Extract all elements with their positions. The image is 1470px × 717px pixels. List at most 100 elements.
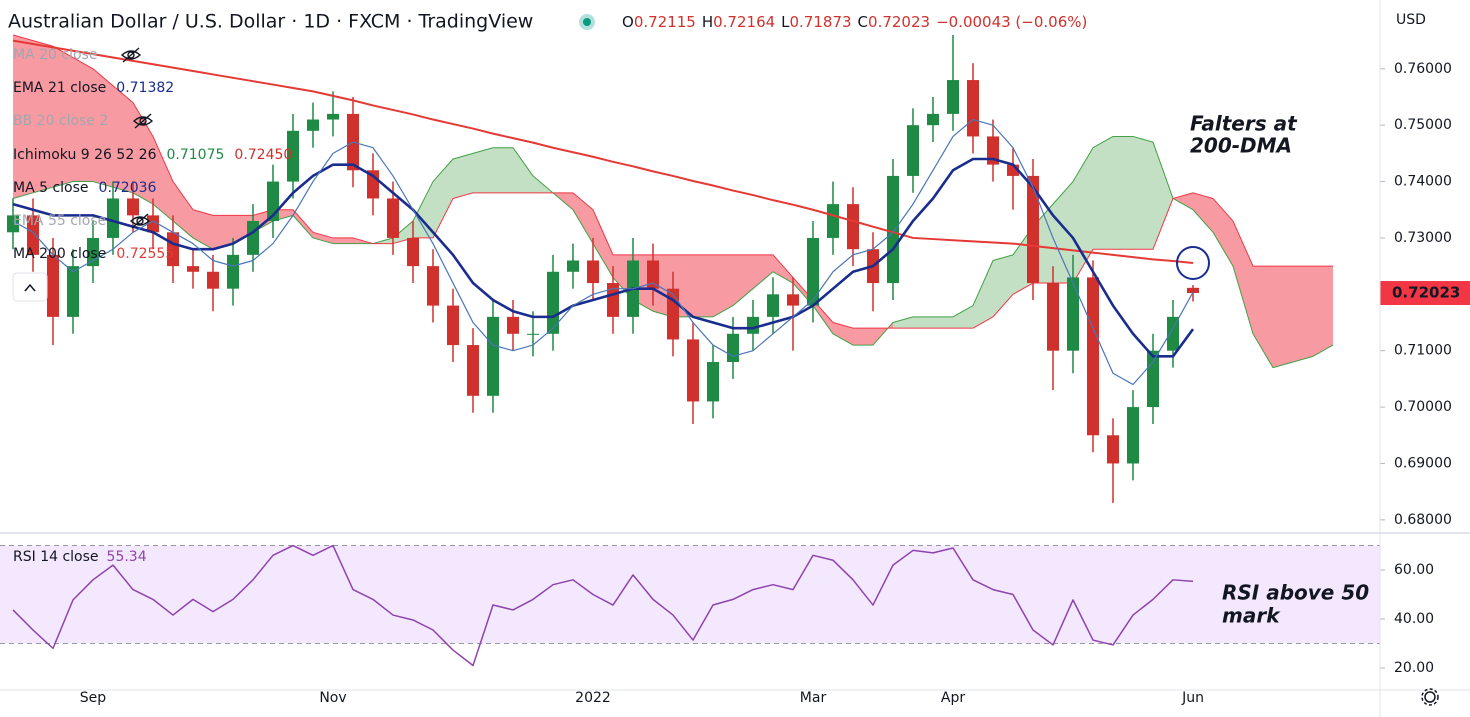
rsi-legend: RSI 14 close 55.34: [13, 549, 147, 565]
chart-title: Australian Dollar / U.S. Dollar · 1D · F…: [8, 11, 533, 33]
candle-body: [387, 198, 399, 238]
indicator-line: [12, 157, 1195, 358]
legend-entry[interactable]: EMA 21 close 0.71382: [13, 80, 174, 96]
ohlc-value: 0.71873: [790, 13, 852, 31]
legend-name: Ichimoku 9 26 52 26: [13, 147, 157, 163]
ohlc-key: L: [781, 13, 790, 31]
ohlc-key: O: [622, 13, 634, 31]
candle-body: [107, 198, 119, 238]
cloud-fill: [1193, 192, 1213, 233]
legend-value: 55.34: [107, 549, 147, 565]
cloud-fill: [13, 34, 33, 199]
legend-value: 0.72036: [99, 180, 157, 196]
candle-body: [787, 294, 799, 306]
y-tick-label: 0.71000: [1394, 343, 1452, 359]
cloud-fill: [913, 316, 933, 329]
candle-body: [567, 260, 579, 272]
cloud-fill: [1293, 266, 1313, 362]
y-tick-label: 0.74000: [1394, 174, 1452, 190]
cloud-span-b: [12, 34, 1333, 329]
cloud-fill: [693, 254, 713, 317]
candle-body: [1147, 350, 1159, 408]
legend-name: RSI 14 close: [13, 549, 99, 565]
cloud-fill: [453, 153, 473, 199]
candle-body: [147, 215, 159, 233]
legend-entry[interactable]: BB 20 close 2: [13, 113, 108, 129]
cloud-fill: [473, 147, 493, 193]
legend-name: EMA 21 close: [13, 80, 106, 96]
cloud-fill: [433, 159, 453, 238]
y-tick-label: 20.00: [1394, 660, 1434, 676]
eye-off-icon[interactable]: [120, 47, 142, 63]
y-tick-label: 0.75000: [1394, 117, 1452, 133]
candle-body: [187, 266, 199, 272]
eye-off-icon[interactable]: [129, 213, 151, 229]
eye-off-icon[interactable]: [132, 113, 154, 129]
cloud-fill: [853, 328, 873, 346]
y-tick-label: 0.73000: [1394, 230, 1452, 246]
legend-name: MA 200 close: [13, 246, 106, 262]
x-tick-label: Jun: [1181, 690, 1204, 706]
indicator-line: [12, 118, 1194, 386]
cloud-fill: [773, 254, 793, 284]
candle-body: [807, 237, 819, 306]
legend-value: 0.71075: [167, 147, 225, 163]
eye-icons: [120, 47, 154, 229]
indicator-line: [12, 39, 1194, 265]
legend-value: 0.72450: [234, 147, 292, 163]
collapse-chevron: [24, 283, 36, 292]
legend-entry[interactable]: MA 20 close: [13, 47, 97, 63]
candle-body: [1107, 435, 1119, 464]
cloud-fill: [493, 147, 513, 193]
cloud-fill: [733, 254, 753, 306]
legend-entry[interactable]: EMA 55 close: [13, 213, 106, 229]
y-tick-label: 0.70000: [1394, 399, 1452, 415]
candle-body: [887, 175, 899, 284]
cloud-fill: [53, 46, 73, 188]
y-tick-label: 0.68000: [1394, 512, 1452, 528]
candle-body: [67, 266, 79, 317]
candle-body: [327, 113, 339, 120]
ohlc-key: H: [702, 13, 713, 31]
candle-body: [1047, 283, 1059, 351]
annotation: 200-DMA: [1190, 134, 1292, 158]
axes: 0.680000.690000.700000.710000.720000.730…: [80, 61, 1470, 706]
legend-entry[interactable]: MA 200 close 0.72555: [13, 246, 174, 262]
annotation: mark: [1222, 604, 1281, 628]
status-dot-core: [583, 18, 591, 26]
cloud-fill: [313, 232, 333, 244]
cloud-fill: [413, 181, 433, 238]
cloud-fill: [833, 322, 853, 346]
candle-body: [1127, 407, 1139, 464]
x-tick-label: 2022: [575, 690, 611, 706]
candle-body: [527, 333, 539, 335]
cloud-fill: [173, 181, 193, 238]
cloud-fill: [33, 40, 53, 193]
annotation: RSI above 50: [1222, 581, 1369, 605]
ohlc-change: −0.00043 (−0.06%): [936, 13, 1087, 31]
candle-body: [1007, 164, 1019, 176]
legend-name: MA 5 close: [13, 180, 89, 196]
legend-entry[interactable]: Ichimoku 9 26 52 26 0.71075 0.72450: [13, 147, 292, 163]
cloud-fill: [993, 254, 1013, 317]
cloud-fill: [193, 209, 213, 250]
cloud-fill: [1213, 198, 1233, 267]
ohlc-value: 0.72164: [713, 13, 775, 31]
cloud-fill: [1113, 136, 1133, 250]
collapse-button[interactable]: [12, 272, 48, 302]
candle-body: [227, 254, 239, 289]
price-pane: [7, 34, 1334, 503]
cloud-fill: [893, 316, 913, 329]
cloud-fill: [153, 136, 173, 222]
rsi-pane: [0, 544, 1380, 667]
y-tick-label: 40.00: [1394, 611, 1434, 627]
x-tick-label: Sep: [80, 690, 107, 706]
cloud-fill: [1313, 266, 1333, 357]
ohlc-key: C: [858, 13, 868, 31]
cloud-fill: [213, 215, 233, 250]
candle-body: [587, 260, 599, 284]
legend-entry[interactable]: MA 5 close 0.72036: [13, 180, 157, 196]
candle-body: [207, 271, 219, 289]
settings-icon[interactable]: [1421, 688, 1439, 706]
cloud-fill: [513, 147, 533, 193]
